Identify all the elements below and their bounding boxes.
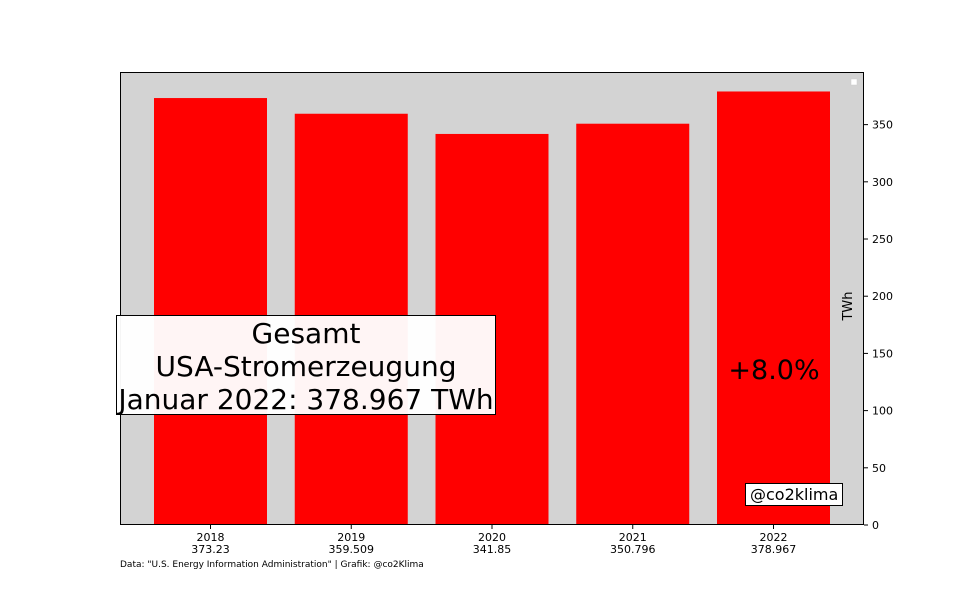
x-tick-value-label: 378.967 bbox=[751, 543, 797, 556]
y-tick-label: 150 bbox=[872, 347, 893, 360]
x-tick-value-label: 350.796 bbox=[610, 543, 656, 556]
y-tick-label: 200 bbox=[872, 290, 893, 303]
x-tick-label: 2019 bbox=[337, 531, 365, 544]
bar-2022 bbox=[717, 91, 830, 526]
x-tick-label: 2021 bbox=[619, 531, 647, 544]
change-percentage: +8.0% bbox=[728, 355, 820, 386]
summary-line-1: Gesamt bbox=[251, 317, 361, 350]
x-tick-label: 2020 bbox=[478, 531, 506, 544]
x-tick-label: 2022 bbox=[760, 531, 788, 544]
y-tick-label: 0 bbox=[872, 519, 879, 532]
y-tick-label: 100 bbox=[872, 405, 893, 418]
x-tick-value-label: 341.85 bbox=[473, 543, 512, 556]
y-axis-label: TWh bbox=[841, 291, 856, 321]
bar-2018 bbox=[154, 98, 267, 526]
y-tick-label: 300 bbox=[872, 176, 893, 189]
x-tick-value-label: 359.509 bbox=[329, 543, 375, 556]
y-tick-label: 350 bbox=[872, 119, 893, 132]
summary-line-2: USA-Stromerzeugung bbox=[155, 350, 457, 383]
summary-annotation: Gesamt USA-Stromerzeugung Januar 2022: 3… bbox=[116, 315, 496, 416]
legend-box bbox=[850, 78, 858, 86]
x-tick-value-label: 373.23 bbox=[191, 543, 230, 556]
x-tick-label: 2018 bbox=[197, 531, 225, 544]
author-handle: @co2klima bbox=[745, 483, 844, 506]
y-tick-label: 250 bbox=[872, 233, 893, 246]
bar-2021 bbox=[576, 123, 690, 526]
plot-frame bbox=[120, 72, 864, 525]
source-note: Data: "U.S. Energy Information Administr… bbox=[120, 560, 424, 570]
y-tick-label: 50 bbox=[872, 462, 886, 475]
summary-line-3: Januar 2022: 378.967 TWh bbox=[118, 383, 494, 416]
